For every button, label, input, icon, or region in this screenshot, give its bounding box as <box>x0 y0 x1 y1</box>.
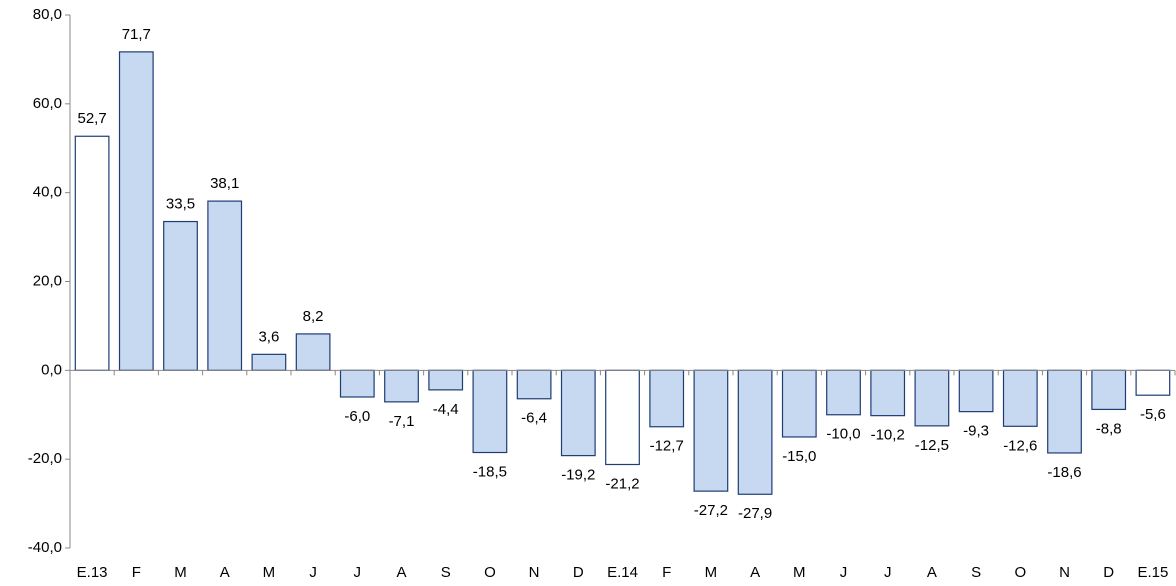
bar <box>472 369 508 454</box>
x-tick-label: F <box>662 564 671 581</box>
bar <box>1002 369 1038 427</box>
bar <box>914 369 950 427</box>
y-tick-label: 80,0 <box>33 6 62 23</box>
x-tick-label: N <box>1059 564 1070 581</box>
value-label: -6,4 <box>521 410 547 427</box>
x-tick-label: E.15 <box>1137 564 1168 581</box>
y-tick-label: 40,0 <box>33 184 62 201</box>
value-label: -8,8 <box>1096 420 1122 437</box>
value-label: -19,2 <box>561 467 595 484</box>
bar <box>207 200 243 371</box>
x-tick-label: O <box>484 564 496 581</box>
bar <box>781 369 817 438</box>
bar <box>826 369 861 416</box>
x-tick-label: A <box>220 564 230 581</box>
x-tick-label: O <box>1014 564 1026 581</box>
bar <box>870 369 906 417</box>
value-label: -4,4 <box>433 401 459 418</box>
x-tick-label: F <box>132 564 141 581</box>
bar <box>74 135 110 371</box>
x-tick-label: S <box>441 564 451 581</box>
value-label: -12,6 <box>1003 437 1037 454</box>
bar <box>1047 369 1082 454</box>
value-label: -12,5 <box>915 437 949 454</box>
x-tick-label: M <box>174 564 187 581</box>
value-label: -10,2 <box>871 427 905 444</box>
value-label: 8,2 <box>303 308 324 325</box>
bar <box>560 369 596 457</box>
value-label: -6,0 <box>344 408 370 425</box>
value-label: 52,7 <box>77 110 106 127</box>
y-tick-label: 60,0 <box>33 95 62 112</box>
x-tick-label: A <box>927 564 937 581</box>
x-tick-label: N <box>529 564 540 581</box>
value-label: -27,9 <box>738 505 772 522</box>
x-tick-label: J <box>309 564 317 581</box>
y-tick-label: 0,0 <box>41 361 62 378</box>
x-tick-label: S <box>971 564 981 581</box>
y-tick-label: -20,0 <box>28 450 62 467</box>
bar <box>958 369 994 413</box>
x-tick-label: J <box>840 564 848 581</box>
y-tick-label: 20,0 <box>33 272 62 289</box>
value-label: 3,6 <box>258 328 279 345</box>
value-label: -7,1 <box>389 413 415 430</box>
bar <box>649 369 685 428</box>
bar <box>118 51 154 371</box>
x-tick-label: J <box>354 564 362 581</box>
bar <box>1135 369 1171 396</box>
x-tick-label: M <box>793 564 806 581</box>
bar <box>295 333 331 371</box>
x-tick-label: E.14 <box>607 564 638 581</box>
value-label: -27,2 <box>694 502 728 519</box>
value-label: -18,5 <box>473 463 507 480</box>
bar <box>251 353 287 371</box>
value-label: -18,6 <box>1047 464 1081 481</box>
value-label: -9,3 <box>963 423 989 440</box>
value-label: -15,0 <box>782 448 816 465</box>
y-tick-label: -40,0 <box>28 539 62 556</box>
x-tick-label: D <box>1103 564 1114 581</box>
x-tick-label: E.13 <box>77 564 108 581</box>
bar <box>1091 369 1127 411</box>
x-tick-label: A <box>750 564 760 581</box>
x-tick-label: J <box>884 564 892 581</box>
bar <box>516 369 552 400</box>
bar <box>384 369 419 403</box>
value-label: 33,5 <box>166 196 195 213</box>
value-label: -21,2 <box>605 475 639 492</box>
value-label: 38,1 <box>210 175 239 192</box>
x-tick-label: M <box>705 564 718 581</box>
bar <box>693 369 729 492</box>
value-label: -5,6 <box>1140 406 1166 423</box>
bar <box>605 369 640 466</box>
value-label: -10,0 <box>826 426 860 443</box>
x-tick-label: D <box>573 564 584 581</box>
value-label: 71,7 <box>122 26 151 43</box>
bar <box>428 369 464 391</box>
x-tick-label: A <box>396 564 406 581</box>
bar <box>339 369 375 398</box>
x-tick-label: M <box>263 564 276 581</box>
bar <box>163 220 198 371</box>
value-label: -12,7 <box>650 438 684 455</box>
bar <box>737 369 773 495</box>
